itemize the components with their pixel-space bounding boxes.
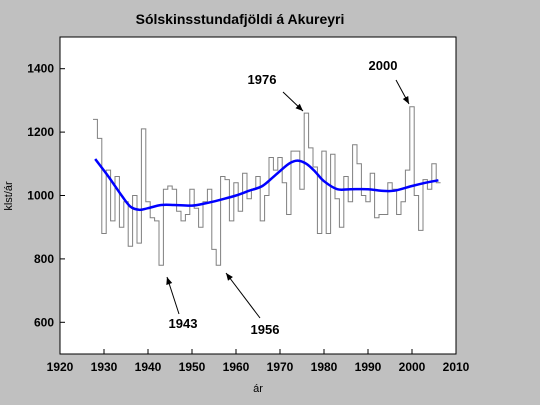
y-tick-label: 1200 xyxy=(27,125,54,139)
annotation-arrowhead xyxy=(295,103,303,111)
x-tick-label: 2010 xyxy=(443,360,470,374)
x-tick-label: 2000 xyxy=(399,360,426,374)
x-tick-label: 1990 xyxy=(355,360,382,374)
chart-title: Sólskinsstundafjöldi á Akureyri xyxy=(136,11,345,27)
annotation-layer: 1976 2000 1943 1956 xyxy=(166,58,410,337)
x-tick-label: 1980 xyxy=(311,360,338,374)
annotation-label: 1976 xyxy=(248,72,277,87)
x-axis: 1920 1930 1940 1950 1960 1970 1980 1990 2000 2010 xyxy=(47,349,470,374)
y-axis: 600 800 1000 1200 1400 xyxy=(27,62,65,329)
x-tick-label: 1920 xyxy=(47,360,74,374)
x-tick-label: 1970 xyxy=(267,360,294,374)
plot-area xyxy=(59,36,457,355)
x-tick-label: 1930 xyxy=(91,360,118,374)
annotation-arrowhead xyxy=(166,277,173,285)
annotation-label: 1943 xyxy=(169,316,198,331)
x-tick-label: 1940 xyxy=(135,360,162,374)
x-tick-label: 1950 xyxy=(179,360,206,374)
annotation-arrow xyxy=(225,272,261,319)
annotation-label: 1956 xyxy=(251,322,280,337)
y-axis-label: klst/ár xyxy=(3,181,15,211)
annual-sunshine-line xyxy=(93,106,441,266)
annotation-arrowhead xyxy=(226,273,233,281)
smoothed-trend-line xyxy=(94,158,439,212)
x-tick-label: 1960 xyxy=(223,360,250,374)
y-tick-label: 800 xyxy=(34,252,54,266)
y-tick-label: 1000 xyxy=(27,189,54,203)
y-tick-label: 1400 xyxy=(27,62,54,76)
annotation-arrowhead xyxy=(402,96,409,104)
annotation-label: 2000 xyxy=(369,58,398,73)
y-tick-label: 600 xyxy=(34,315,54,329)
x-axis-label: ár xyxy=(253,383,263,395)
series-layer xyxy=(93,106,441,266)
